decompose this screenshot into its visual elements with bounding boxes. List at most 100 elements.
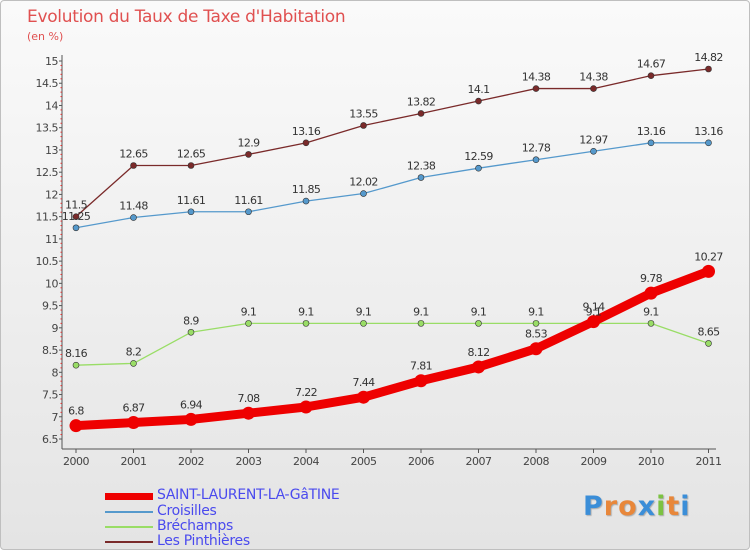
data-point — [69, 419, 83, 433]
data-label: 12.59 — [464, 150, 493, 163]
data-label: 11.61 — [234, 194, 263, 207]
data-point — [647, 139, 655, 147]
data-label: 11.61 — [177, 194, 206, 207]
x-tick-label: 2001 — [121, 455, 147, 468]
y-tick-label: 15 — [45, 55, 58, 68]
data-point — [130, 360, 137, 367]
data-point — [475, 164, 482, 172]
data-point — [242, 406, 255, 420]
data-point — [187, 208, 195, 216]
data-point — [299, 400, 313, 414]
data-point — [414, 374, 428, 388]
legend-label: Bréchamps — [157, 518, 233, 534]
logo-letter: i — [680, 491, 691, 522]
data-point — [532, 156, 540, 164]
series-line — [75, 68, 710, 218]
data-point — [417, 174, 425, 181]
data-label: 14.82 — [694, 51, 723, 64]
data-label: 8.9 — [183, 314, 199, 327]
y-tick-label: 9 — [52, 322, 59, 335]
y-tick-label: 8.5 — [42, 344, 58, 357]
data-point — [644, 286, 658, 300]
data-point — [475, 97, 482, 105]
data-label: 12.9 — [237, 136, 260, 149]
x-tick-label: 2008 — [523, 455, 549, 468]
data-label: 12.78 — [522, 142, 551, 155]
data-point — [705, 65, 712, 73]
x-tick-label: 2000 — [63, 455, 89, 468]
data-point — [590, 147, 597, 155]
logo-letter: r — [603, 491, 619, 522]
data-label: 9.14 — [582, 301, 605, 314]
data-point — [72, 213, 80, 220]
x-tick-label: 2009 — [581, 455, 607, 468]
y-tick-label: 14 — [45, 99, 58, 112]
y-tick-label: 6.5 — [42, 433, 58, 446]
legend-label: SAINT-LAURENT-LA-GâTINE — [157, 487, 340, 503]
data-label: 13.55 — [349, 107, 378, 120]
legend-swatch — [105, 526, 153, 528]
data-label: 11.5 — [65, 199, 88, 212]
data-label: 9.1 — [471, 305, 487, 318]
data-label: 11.85 — [292, 183, 321, 196]
data-label: 14.38 — [579, 71, 608, 84]
data-label: 14.1 — [467, 83, 489, 96]
y-tick-label: 8 — [52, 366, 59, 379]
data-point — [72, 361, 80, 369]
data-label: 13.16 — [694, 125, 723, 138]
axes: 6.5 7 7.5 8 8.5 9 9.5 10 10.5 11 11.5 12 12.5 13 13.5 1… — [36, 55, 722, 468]
data-label: 6.8 — [68, 405, 84, 418]
x-tick-label: 2005 — [351, 455, 377, 468]
data-labels: 11.5 12.65 12.65 12.9 13.16 13.55 13.82 14.1 14.… — [62, 51, 724, 418]
data-point — [127, 416, 140, 430]
data-label: 8.2 — [126, 345, 142, 358]
data-point — [590, 85, 597, 92]
data-label: 6.87 — [122, 402, 145, 415]
data-label: 14.38 — [522, 71, 551, 84]
data-label: 9.1 — [528, 305, 544, 318]
data-point — [702, 264, 715, 278]
x-tick-label: 2006 — [408, 455, 434, 468]
x-tick-label: 2007 — [466, 455, 492, 468]
y-tick-label: 10.5 — [36, 255, 59, 268]
data-point — [532, 85, 540, 92]
data-point — [187, 328, 195, 336]
data-label: 13.16 — [292, 125, 321, 138]
data-label: 12.65 — [177, 148, 206, 161]
data-label: 9.1 — [356, 305, 372, 318]
data-point — [245, 151, 252, 158]
chart-unit: (en %) — [27, 30, 64, 43]
data-label: 11.48 — [119, 200, 148, 213]
data-point — [647, 72, 655, 79]
x-tick-label: 2010 — [638, 455, 664, 468]
data-point — [647, 320, 655, 327]
series-line — [75, 322, 710, 366]
data-label: 8.53 — [525, 328, 548, 341]
data-label: 7.81 — [410, 360, 432, 373]
data-label: 12.97 — [579, 133, 608, 146]
data-point — [130, 214, 137, 221]
data-point — [302, 320, 310, 327]
logo-letter: i — [656, 491, 667, 522]
x-tick-label: 2004 — [293, 455, 319, 468]
logo-letter: o — [618, 491, 638, 522]
data-point — [360, 320, 367, 327]
data-point — [587, 315, 600, 329]
data-point — [130, 162, 137, 169]
data-label: 13.16 — [637, 125, 666, 138]
data-point — [357, 390, 370, 404]
data-point — [705, 139, 712, 147]
data-label: 13.82 — [407, 95, 436, 108]
data-label: 12.02 — [349, 176, 378, 189]
data-label: 11.25 — [62, 210, 91, 223]
y-tick-label: 13 — [45, 144, 58, 157]
data-label: 8.65 — [697, 325, 720, 338]
legend-label: Les Pinthières — [157, 533, 250, 549]
x-tick-label: 2011 — [696, 455, 722, 468]
data-point — [705, 340, 712, 347]
x-tick-label: 2003 — [236, 455, 262, 468]
chart-title: Evolution du Taux de Taxe d'Habitation — [27, 7, 346, 27]
data-label: 8.12 — [467, 346, 489, 359]
